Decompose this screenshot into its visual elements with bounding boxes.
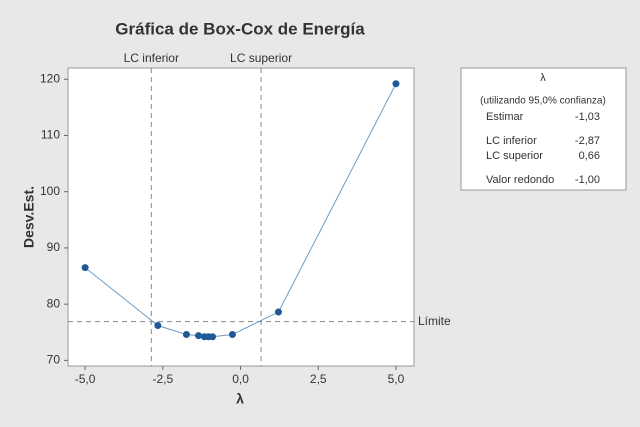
summary-box bbox=[460, 67, 627, 191]
point bbox=[209, 333, 217, 341]
y-tick-label: 110 bbox=[41, 128, 60, 142]
table-label: Valor redondo bbox=[486, 174, 554, 186]
ref-label: LC inferior bbox=[124, 51, 179, 65]
table-label: Estimar bbox=[486, 111, 524, 123]
point bbox=[228, 331, 236, 339]
plot-area bbox=[67, 67, 415, 367]
point bbox=[274, 308, 282, 316]
x-tick-label: 2,5 bbox=[310, 372, 327, 386]
point bbox=[195, 332, 203, 340]
table-title: λ bbox=[540, 72, 546, 84]
y-tick-label: 90 bbox=[47, 240, 61, 254]
point bbox=[182, 331, 190, 339]
point bbox=[154, 322, 162, 330]
table-value: -1,00 bbox=[575, 174, 600, 186]
x-tick-label: -2,5 bbox=[152, 372, 173, 386]
y-axis-label: Desv.Est. bbox=[21, 186, 37, 248]
table-value: -2,87 bbox=[575, 135, 600, 147]
point bbox=[81, 264, 89, 272]
table-label: LC superior bbox=[486, 150, 543, 162]
table-subtitle: (utilizando 95,0% confianza) bbox=[480, 96, 606, 107]
y-tick-label: 80 bbox=[47, 296, 61, 310]
table-value: 0,66 bbox=[579, 150, 600, 162]
point bbox=[392, 80, 400, 88]
y-tick-label: 70 bbox=[47, 353, 61, 367]
y-tick-label: 100 bbox=[40, 184, 60, 198]
x-tick-label: 5,0 bbox=[388, 372, 405, 386]
ref-label: LC superior bbox=[230, 51, 292, 65]
y-tick-label: 120 bbox=[40, 71, 60, 85]
x-axis-label: λ bbox=[236, 391, 244, 407]
x-tick-label: -5,0 bbox=[75, 372, 96, 386]
chart-title: Gráfica de Box-Cox de Energía bbox=[115, 19, 365, 38]
table-value: -1,03 bbox=[575, 111, 600, 123]
ref-label: Límite bbox=[418, 314, 451, 328]
x-tick-label: 0,0 bbox=[232, 372, 249, 386]
table-label: LC inferior bbox=[486, 135, 537, 147]
